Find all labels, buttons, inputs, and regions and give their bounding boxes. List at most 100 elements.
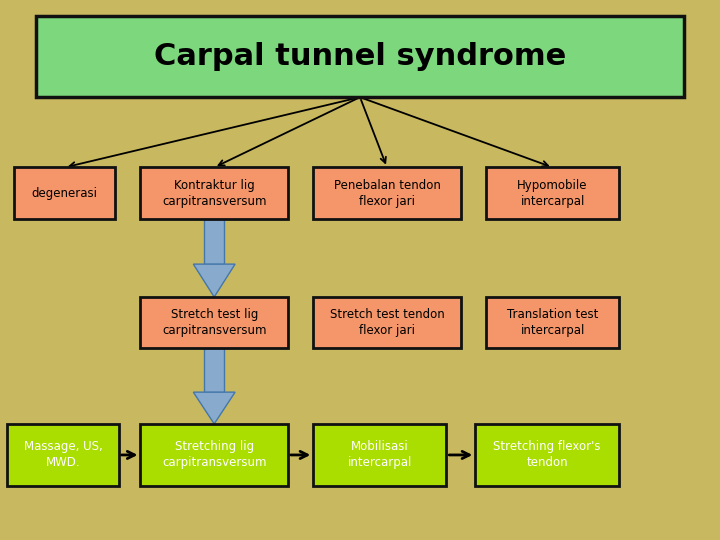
Bar [294, 50, 654, 320]
Bar [0, 270, 360, 540]
Bar [495, 0, 720, 168]
Bar [415, 0, 720, 229]
Bar [472, 0, 720, 186]
Polygon shape [193, 392, 235, 424]
FancyBboxPatch shape [204, 348, 225, 392]
FancyBboxPatch shape [140, 424, 288, 486]
Bar [259, 76, 619, 346]
Bar [6, 266, 366, 536]
Bar [386, 0, 720, 251]
Bar [173, 140, 533, 410]
Bar [374, 0, 720, 259]
Bar [305, 41, 665, 311]
Bar [92, 201, 452, 471]
Bar [444, 0, 720, 207]
Bar [518, 0, 720, 151]
Bar [236, 93, 596, 363]
Bar [369, 0, 720, 264]
Bar [530, 0, 720, 143]
Bar [276, 63, 636, 333]
Bar [564, 0, 720, 117]
Bar [12, 261, 372, 531]
Bar [507, 0, 720, 160]
Bar [478, 0, 720, 181]
Bar [109, 188, 469, 458]
Bar [524, 0, 720, 147]
Bar [150, 158, 510, 428]
Bar [213, 110, 573, 380]
Bar [52, 231, 412, 501]
Bar [553, 0, 720, 125]
Bar [121, 179, 481, 449]
Bar [248, 84, 608, 354]
Bar [513, 0, 720, 156]
Bar [334, 19, 694, 289]
Bar [40, 240, 400, 510]
Bar [559, 0, 720, 121]
Bar [230, 97, 590, 367]
Bar [300, 45, 660, 315]
Bar [29, 248, 389, 518]
Bar [541, 0, 720, 134]
Bar [202, 119, 562, 389]
Bar [403, 0, 720, 238]
Bar [104, 192, 464, 462]
Bar [81, 210, 441, 480]
Bar [432, 0, 720, 216]
Bar [570, 0, 720, 112]
FancyBboxPatch shape [14, 167, 115, 219]
Bar [328, 24, 688, 294]
Text: Translation test
intercarpal: Translation test intercarpal [507, 308, 598, 337]
Bar [501, 0, 720, 164]
Bar [23, 253, 383, 523]
FancyBboxPatch shape [204, 219, 225, 264]
Bar [144, 162, 504, 432]
Bar [265, 71, 625, 341]
Bar [196, 123, 556, 393]
Bar [490, 0, 720, 173]
Bar [161, 149, 521, 419]
FancyBboxPatch shape [140, 297, 288, 348]
Bar [58, 227, 418, 497]
Bar [536, 0, 720, 138]
Bar [253, 80, 613, 350]
Text: Hypomobile
intercarpal: Hypomobile intercarpal [518, 179, 588, 207]
Bar [346, 11, 706, 281]
Bar [35, 244, 395, 514]
Bar [547, 0, 720, 130]
Bar [340, 15, 700, 285]
Bar [357, 2, 717, 272]
Bar [132, 171, 492, 441]
Bar [409, 0, 720, 233]
Bar [323, 28, 683, 298]
Bar [461, 0, 720, 194]
Bar [138, 166, 498, 436]
Text: Penebalan tendon
flexor jari: Penebalan tendon flexor jari [333, 179, 441, 207]
Bar [317, 32, 677, 302]
Text: degenerasi: degenerasi [32, 186, 98, 200]
Bar [190, 127, 550, 397]
Bar [69, 218, 429, 488]
Bar [351, 6, 711, 276]
Bar [380, 0, 720, 255]
Text: Carpal tunnel syndrome: Carpal tunnel syndrome [154, 42, 566, 71]
Text: Stretching lig
carpitransversum: Stretching lig carpitransversum [162, 441, 266, 469]
Bar [363, 0, 720, 268]
Bar [392, 0, 720, 246]
Bar [420, 0, 720, 225]
Text: Massage, US,
MWD.: Massage, US, MWD. [24, 441, 102, 469]
Bar [115, 184, 475, 454]
FancyBboxPatch shape [486, 167, 619, 219]
Bar [455, 0, 720, 199]
Bar [207, 114, 567, 384]
FancyBboxPatch shape [313, 297, 461, 348]
Bar [484, 0, 720, 177]
Text: Stretching flexor's
tendon: Stretching flexor's tendon [493, 441, 601, 469]
Bar [288, 54, 648, 324]
Bar [156, 153, 516, 423]
Bar [167, 145, 527, 415]
Bar [63, 222, 423, 492]
Text: Stretch test tendon
flexor jari: Stretch test tendon flexor jari [330, 308, 444, 337]
Bar [397, 0, 720, 242]
Bar [179, 136, 539, 406]
